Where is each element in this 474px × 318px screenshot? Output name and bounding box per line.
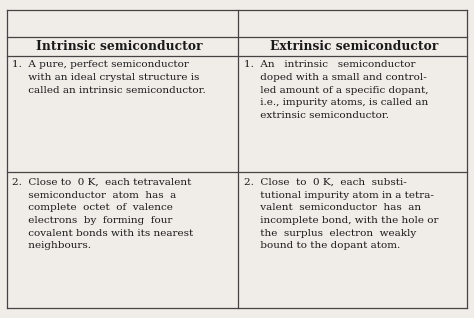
Text: 2.  Close to  0 K,  each tetravalent
     semiconductor  atom  has  a
     compl: 2. Close to 0 K, each tetravalent semico… (12, 178, 193, 250)
Text: Extrinsic semiconductor: Extrinsic semiconductor (271, 40, 438, 52)
Text: 1.  An   intrinsic   semiconductor
     doped with a small and control-
     led: 1. An intrinsic semiconductor doped with… (244, 60, 428, 120)
Text: Intrinsic semiconductor: Intrinsic semiconductor (36, 40, 203, 52)
Text: 2.  Close  to  0 K,  each  substi-
     tutional impurity atom in a tetra-
     : 2. Close to 0 K, each substi- tutional i… (244, 178, 438, 250)
Text: 1.  A pure, perfect semiconductor
     with an ideal crystal structure is
     c: 1. A pure, perfect semiconductor with an… (12, 60, 206, 95)
